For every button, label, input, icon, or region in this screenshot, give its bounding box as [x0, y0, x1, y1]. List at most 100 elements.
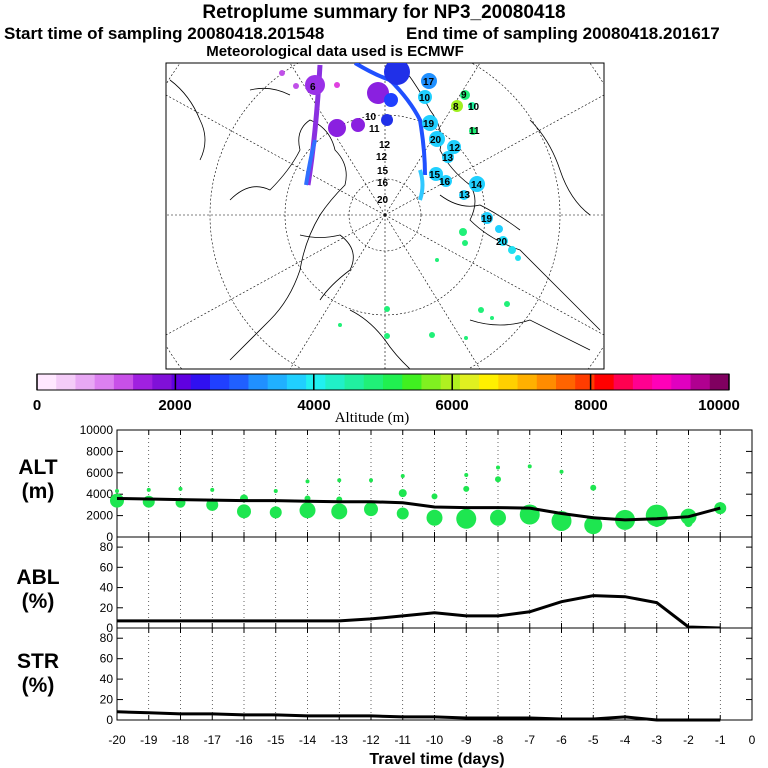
- altitude-bubble: [206, 498, 219, 511]
- abl-panel-label: ABL (%): [8, 566, 68, 614]
- altitude-bubble: [299, 502, 316, 519]
- y-tick-label: 60: [100, 652, 114, 666]
- colorbar-swatch: [56, 374, 76, 390]
- abl-label-line2: (%): [21, 590, 55, 613]
- colorbar-swatch: [152, 374, 173, 390]
- colorbar-tick-8000: 8000: [574, 397, 607, 414]
- colorbar-ticks: 0 2000 4000 6000 8000 10000: [33, 397, 740, 414]
- altitude-bubble: [652, 519, 661, 528]
- y-tick-label: 6000: [86, 466, 113, 480]
- altitude-bubble: [398, 489, 407, 498]
- altitude-bubble: [463, 485, 470, 492]
- altitude-bubble: [495, 476, 501, 483]
- str-series-line: [116, 710, 721, 722]
- str-panel-label: STR (%): [8, 650, 68, 698]
- map-label-2: 10: [419, 93, 431, 104]
- altitude-bubble: [146, 487, 151, 492]
- str-label-line1: STR: [17, 650, 59, 673]
- colorbar-swatch: [594, 374, 615, 390]
- colorbar-swatch: [709, 374, 730, 390]
- x-tick-label: -16: [235, 733, 253, 747]
- altitude-bubble: [396, 507, 409, 520]
- x-tick-label: -2: [683, 733, 694, 747]
- y-tick-label: 20: [100, 601, 114, 615]
- map-label-16: 20: [496, 237, 508, 248]
- map-panel: 6 17 10 9 8 10 11 19 20 12 13 15 16 14 1…: [165, 62, 605, 370]
- altitude-bubble: [115, 488, 119, 493]
- colorbar-swatch: [498, 374, 519, 390]
- colorbar-tick-6000: 6000: [435, 397, 468, 414]
- altitude-bubble: [305, 479, 310, 484]
- altitude-bubble: [584, 516, 603, 535]
- map-label-10: 13: [442, 153, 454, 164]
- map-label-18: 11: [369, 124, 380, 135]
- plume-circles: [279, 63, 521, 340]
- str-frame: [116, 627, 753, 721]
- map-labels: 6 17 10 9 8 10 11 19 20 12 13 15 16 14 1…: [310, 77, 508, 248]
- y-tick-label: 0: [106, 713, 113, 727]
- colorbar-swatch: [575, 374, 595, 390]
- met-data-label: Meteorological data used is ECMWF: [206, 43, 464, 60]
- alt-series-line: [116, 497, 721, 522]
- altitude-bubble: [456, 508, 477, 529]
- colorbar-swatch: [402, 374, 422, 390]
- altitude-bubble: [337, 478, 342, 483]
- colorbar-swatch: [210, 374, 230, 390]
- colorbar-swatch: [267, 374, 288, 390]
- map-label-22: 16: [377, 178, 389, 189]
- altitude-bubble: [269, 506, 282, 519]
- y-tick-label: 80: [100, 631, 114, 645]
- end-time-label: End time of sampling 20080418.201617: [406, 24, 720, 43]
- altitude-bubble: [331, 503, 348, 520]
- altitude-bubble: [684, 519, 693, 528]
- x-tick-label: -7: [524, 733, 535, 747]
- y-tick-label: 80: [100, 540, 114, 554]
- map-label-4: 8: [453, 102, 459, 113]
- start-time-label: Start time of sampling 20080418.201548: [4, 24, 325, 43]
- abl-label-line1: ABL: [16, 566, 60, 589]
- y-tick-label: 10000: [80, 423, 114, 437]
- map-label-7: 19: [423, 119, 435, 130]
- x-tick-label: -20: [108, 733, 126, 747]
- altitude-bubble: [400, 474, 405, 479]
- map-label-15: 19: [481, 214, 493, 225]
- colorbar-swatch: [632, 374, 653, 390]
- colorbar-swatch: [363, 374, 384, 390]
- map-label-19: 10: [365, 112, 377, 123]
- altitude-bubble: [426, 509, 443, 526]
- abl-panel: 0 20 40 60 80: [100, 536, 753, 635]
- y-tick-label: 4000: [86, 487, 113, 501]
- colorbar-swatch: [133, 374, 153, 390]
- alt-panel: 0 2000 4000 6000 8000 10000: [80, 423, 753, 544]
- colorbar-tick-0: 0: [33, 397, 41, 414]
- map-label-5: 10: [468, 102, 480, 113]
- x-tick-label: -17: [204, 733, 222, 747]
- altitude-bubble: [237, 504, 251, 519]
- y-tick-label: 2000: [86, 509, 113, 523]
- x-axis-label: Travel time (days): [369, 751, 504, 768]
- colorbar-swatch: [94, 374, 115, 390]
- colorbar-tick-4000: 4000: [297, 397, 330, 414]
- y-tick-label: 40: [100, 672, 114, 686]
- alt-label-line1: ALT: [18, 456, 58, 479]
- colorbar-label: Altitude (m): [335, 410, 410, 426]
- str-panel: 0 20 40 60 80: [100, 627, 753, 727]
- map-label-23: 20: [377, 195, 389, 206]
- colorbar-swatch: [652, 374, 672, 390]
- y-tick-label: 60: [100, 560, 114, 574]
- colorbar-swatch: [113, 374, 134, 390]
- map-label-13: 14: [471, 180, 483, 191]
- altitude-bubble: [273, 488, 278, 493]
- map-label-1: 17: [423, 77, 435, 88]
- x-tick-label: -8: [493, 733, 504, 747]
- altitude-bubble: [178, 486, 183, 491]
- altitude-bubble: [431, 493, 438, 500]
- map-label-21: 15: [377, 166, 389, 177]
- altitude-colorbar: [36, 373, 730, 391]
- map-label-14: 13: [459, 190, 471, 201]
- x-tick-label: -19: [140, 733, 158, 747]
- colorbar-swatch: [421, 374, 442, 390]
- chart-title: Retroplume summary for NP3_20080418: [202, 2, 566, 23]
- x-axis-ticks: -20 -19 -18 -17 -16 -15 -14 -13 -12 -11 -10 -9 -8 -7-…: [108, 733, 755, 747]
- map-label-20: 12: [376, 152, 388, 163]
